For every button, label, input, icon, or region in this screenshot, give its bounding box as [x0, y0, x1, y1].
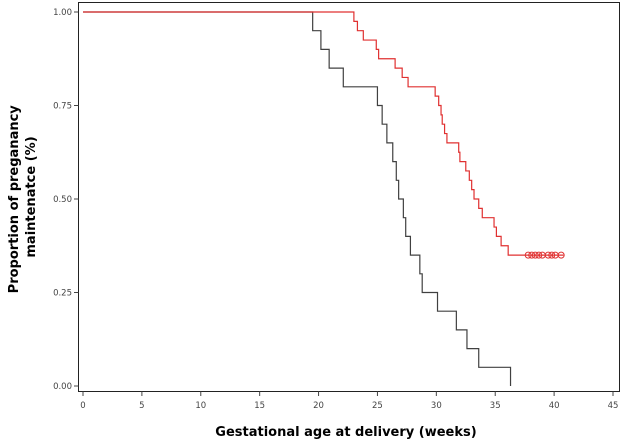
censored-marker — [548, 251, 556, 259]
x-axis: 0 5 10 15 20 25 30 35 40 45 — [80, 391, 619, 411]
x-tick-label: 30 — [431, 401, 442, 411]
x-tick-label: 45 — [608, 401, 619, 411]
censored-marker — [544, 251, 552, 259]
x-tick-label: 0 — [80, 401, 85, 411]
censored-marker — [535, 251, 543, 259]
series-1-line — [83, 11, 512, 386]
x-tick-label: 40 — [549, 401, 560, 411]
x-tick-label: 25 — [372, 401, 383, 411]
censored-marker — [557, 251, 565, 259]
x-axis-title: Gestational age at delivery (weeks) — [215, 425, 476, 440]
y-axis: 0.00 0.25 0.50 0.75 1.00 — [53, 8, 79, 392]
censored-marker — [524, 251, 532, 259]
plot-area — [83, 11, 565, 386]
y-tick-label: 0.25 — [53, 289, 72, 299]
plot-frame — [78, 2, 620, 392]
x-tick-label: 5 — [139, 401, 144, 411]
x-tick-label: 10 — [195, 401, 206, 411]
y-tick-label: 0.50 — [53, 195, 72, 205]
y-tick-label: 1.00 — [53, 8, 72, 18]
censored-marker — [528, 251, 536, 259]
censored-marker — [531, 251, 539, 259]
y-axis-title-line-1: Proportion of preganancy — [7, 105, 22, 294]
x-tick-label: 20 — [313, 401, 324, 411]
y-axis-title: Proportion of preganancy maintenatce (%) — [7, 101, 39, 294]
y-tick-label: 0.00 — [53, 382, 72, 392]
x-tick-label: 35 — [490, 401, 501, 411]
series-2-line — [83, 11, 564, 256]
y-tick-label: 0.75 — [53, 102, 72, 112]
y-axis-title-line-2: maintenatce (%) — [24, 136, 39, 257]
x-tick-label: 15 — [254, 401, 265, 411]
